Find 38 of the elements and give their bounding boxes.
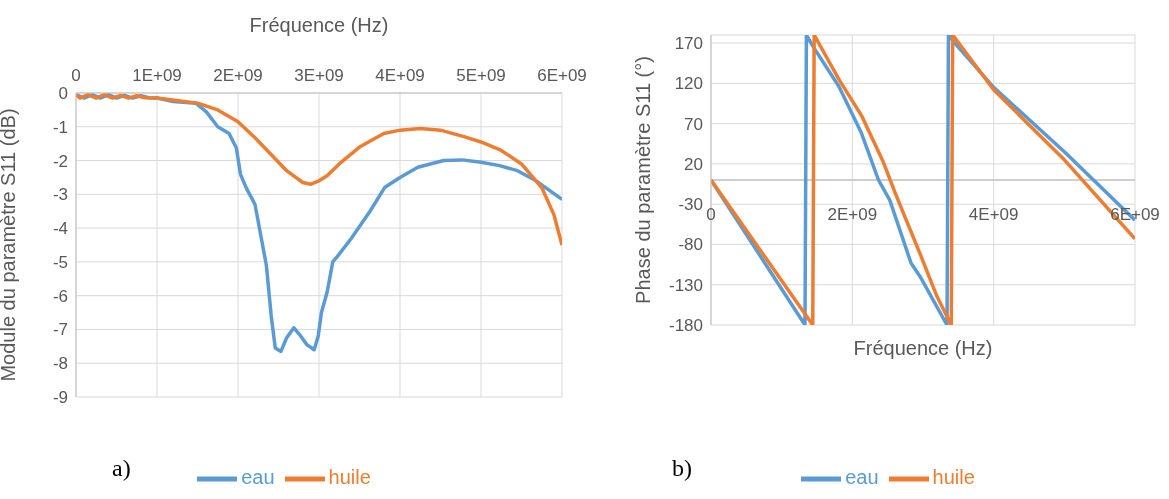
y-tick-label: -130 <box>668 275 703 295</box>
legend-label: eau <box>241 466 275 489</box>
x-tick-label: 6E+09 <box>537 66 587 85</box>
y-tick-label: -9 <box>52 388 68 408</box>
y-tick-label: -80 <box>678 235 703 255</box>
x-tick-label: 4E+09 <box>968 205 1019 224</box>
y-tick-label: -8 <box>52 354 68 374</box>
y-tick-label: -2 <box>52 151 68 171</box>
y-tick-label: 20 <box>684 154 703 174</box>
x-axis-title: Fréquence (Hz) <box>249 14 389 37</box>
y-tick-label: -180 <box>668 316 703 336</box>
x-tick-label: 4E+09 <box>375 66 425 85</box>
x-tick-label: 2E+09 <box>213 66 263 85</box>
y-tick-label: -6 <box>52 286 68 306</box>
x-tick-label: 2E+09 <box>827 205 878 224</box>
text: a) <box>112 455 131 482</box>
y-tick-label: -7 <box>52 320 68 340</box>
legend-label: huile <box>932 466 975 489</box>
y-tick-label: 70 <box>684 114 703 134</box>
y-tick-label: 120 <box>674 74 703 94</box>
y-tick-label: 170 <box>674 34 703 54</box>
x-tick-label: 0 <box>706 205 716 224</box>
y-tick-label: -3 <box>52 185 68 205</box>
x-tick-label: 3E+09 <box>294 66 344 85</box>
x-tick-label: 1E+09 <box>132 66 182 85</box>
legend-label: huile <box>328 466 371 489</box>
y-axis-title: Phase du paramètre S11 (°) <box>632 56 655 304</box>
y-tick-label: -5 <box>52 252 68 272</box>
text: b) <box>672 455 692 482</box>
x-tick-label: 5E+09 <box>456 66 506 85</box>
legend-label: eau <box>845 466 879 489</box>
y-tick-label: -30 <box>678 195 703 215</box>
x-axis-title: Fréquence (Hz) <box>853 337 993 359</box>
y-tick-label: -4 <box>52 219 68 239</box>
y-tick-label: -1 <box>52 117 68 137</box>
x-tick-label: 0 <box>71 66 81 85</box>
y-tick-label: 0 <box>58 84 68 104</box>
y-axis-title: Module du paramètre S11 (dB) <box>0 108 20 382</box>
